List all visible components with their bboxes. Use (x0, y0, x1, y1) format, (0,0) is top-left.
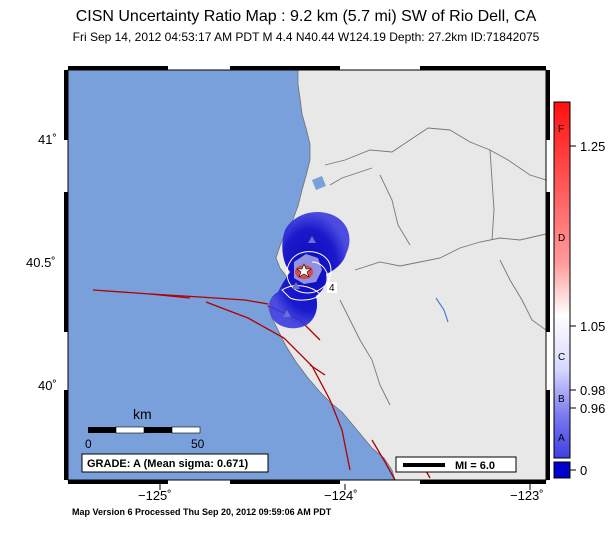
scale-bar: km 0 50 (85, 406, 205, 451)
lon-label-123: −123˚ (510, 488, 544, 503)
lon-label-124: −124˚ (324, 488, 358, 503)
colorbar-value-5: 0 (580, 463, 587, 478)
colorbar-letter-d: D (558, 233, 565, 244)
colorbar: F D C B A 1.25 1.05 0.98 0.96 0 (553, 101, 605, 479)
frame-ticks (64, 66, 550, 484)
lon-label-125: −125˚ (138, 488, 172, 503)
map-subtitle: Fri Sep 14, 2012 04:53:17 AM PDT M 4.4 N… (72, 30, 540, 44)
contour-label-box (327, 282, 337, 293)
colorbar-letter-f: F (558, 124, 564, 135)
colorbar-zero-swatch (553, 461, 571, 479)
scale-start: 0 (85, 437, 92, 451)
grade-text: GRADE: A (Mean sigma: 0.671) (87, 458, 249, 470)
scale-unit: km (133, 406, 152, 422)
grade-box (81, 453, 269, 473)
county-boundaries (324, 127, 546, 406)
mi-legend-line (403, 463, 445, 467)
lat-label-41: 41˚ (38, 132, 57, 147)
colorbar-value-2: 1.05 (580, 319, 605, 334)
map-footer: Map Version 6 Processed Thu Sep 20, 2012… (72, 507, 332, 517)
contour-label: 4 (329, 283, 335, 294)
river (435, 297, 449, 323)
scale-end: 50 (191, 437, 205, 451)
lat-label-40-5: 40.5˚ (26, 255, 56, 270)
lat-label-40: 40˚ (38, 378, 57, 393)
mi-legend-box (395, 456, 517, 473)
colorbar-letter-c: C (558, 352, 565, 363)
colorbar-letter-b: B (558, 394, 565, 405)
mi-legend-text: MI = 6.0 (455, 460, 495, 472)
map-panel: 4 (68, 70, 546, 480)
colorbar-value-3: 0.98 (580, 383, 605, 398)
colorbar-letter-a: A (558, 433, 565, 444)
colorbar-value-4: 0.96 (580, 401, 605, 416)
station-markers (283, 236, 316, 317)
axis-ticks (159, 484, 531, 490)
map-title: CISN Uncertainty Ratio Map : 9.2 km (5.7… (75, 8, 537, 25)
colorbar-scale (553, 101, 571, 459)
colorbar-value-1: 1.25 (580, 139, 605, 154)
epicenter-star (296, 263, 312, 278)
lagoon (312, 176, 326, 190)
